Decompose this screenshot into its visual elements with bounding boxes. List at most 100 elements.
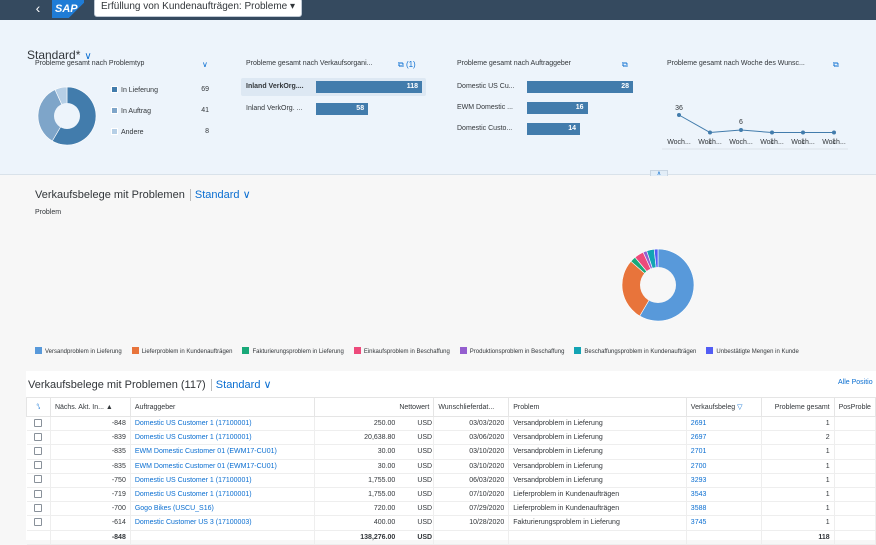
line-point[interactable] [708, 130, 712, 135]
row-checkbox[interactable] [34, 517, 43, 526]
row-select-cell [26, 515, 51, 531]
table-row[interactable]: -835 EWM Domestic Customer 01 (EWM17-CU01… [26, 459, 876, 474]
popout-icon[interactable]: ⧉ [622, 60, 628, 69]
sales-doc-link[interactable]: 3293 [686, 473, 762, 488]
popout-icon[interactable]: ⧉ [833, 60, 839, 69]
smart-filter-header: Standard* ∨ Probleme gesamt nach Problemt… [0, 20, 876, 175]
row-checkbox[interactable] [34, 489, 43, 498]
column-header-problem[interactable]: Problem [508, 397, 687, 417]
count-cell: 1 [761, 501, 835, 517]
column-header-doc[interactable]: Verkaufsbeleg ▽ [685, 397, 762, 417]
bar-label[interactable]: EWM Domestic ... [457, 104, 514, 111]
table-row[interactable]: -700 Gogo Bikes (USCU_S16) 720.00 USD 07/29/… [26, 501, 876, 517]
bar[interactable]: 28 [527, 81, 633, 93]
sales-doc-link[interactable]: 2701 [686, 444, 762, 460]
legend-item[interactable]: Lieferproblem in Kundenaufträgen [131, 347, 232, 355]
app-title-menu[interactable]: Erfüllung von Kundenaufträgen: Probleme … [94, 0, 303, 17]
bar-label[interactable]: Inland VerkOrg.... [246, 83, 304, 90]
bar-label[interactable]: Domestic Custo... [457, 125, 513, 132]
customer-link[interactable]: Domestic US Customer 1 (17100001) [130, 430, 315, 446]
table-row[interactable]: -839 Domestic US Customer 1 (17100001) 20,… [26, 430, 876, 446]
legend-item[interactable]: Beschaffungsproblem in Kundenaufträgen [574, 347, 696, 355]
back-icon[interactable]: ‹ [35, 0, 41, 16]
row-checkbox[interactable] [34, 418, 43, 427]
legend-item[interactable]: Produktionsproblem in Beschaffung [459, 347, 564, 355]
legend-item[interactable]: Einkaufsproblem in Beschaffung [353, 347, 450, 355]
total-net-cell: 138,276.00 USD [314, 529, 435, 545]
bar-label[interactable]: Domestic US Cu... [457, 83, 515, 90]
table-variant-selector[interactable]: Standard ∨ [210, 379, 272, 391]
row-checkbox[interactable] [34, 461, 43, 470]
bar-label[interactable]: Inland VerkOrg. ... [246, 105, 303, 112]
customer-link[interactable]: EWM Domestic Customer 01 (EWM17-CU01) [130, 444, 315, 460]
customer-link[interactable]: Domestic US Customer 1 (17100001) [130, 473, 315, 488]
column-header-date[interactable]: Wunschlieferdat... [433, 397, 510, 417]
net-amount: 720.00 [373, 505, 396, 513]
variant-selector[interactable]: Standard* ∨ [27, 48, 92, 62]
sales-doc-link[interactable]: 3543 [686, 487, 762, 503]
sales-doc-link[interactable]: 2697 [686, 430, 762, 446]
date-cell: 06/03/2020 [433, 473, 510, 488]
bar[interactable]: 16 [527, 102, 588, 114]
customer-link[interactable]: Domestic Customer US 3 (17100003) [130, 515, 315, 531]
empty-cell [433, 529, 510, 545]
line-point[interactable] [770, 130, 774, 135]
sales-doc-link[interactable]: 2691 [686, 416, 762, 432]
customer-link[interactable]: EWM Domestic Customer 01 (EWM17-CU01) [130, 459, 315, 474]
all-positions-link[interactable]: Alle Positio [838, 379, 873, 386]
sales-doc-link[interactable]: 3745 [686, 515, 762, 531]
x-tick-label: Woch... [698, 139, 722, 146]
column-header-posproblem[interactable]: PosProble [833, 397, 876, 417]
legend-item[interactable]: In Auftrag 41 [111, 107, 211, 115]
bar[interactable]: 118 [316, 81, 422, 93]
net-value-cell: 30.00 USD [314, 444, 435, 460]
bar[interactable]: 14 [527, 123, 580, 135]
chart-section: Verkaufsbelege mit Problemen Standard ∨ … [0, 176, 876, 371]
table-row[interactable]: -835 EWM Domestic Customer 01 (EWM17-CU01… [26, 444, 876, 460]
legend-item[interactable]: Versandproblem in Lieferung [35, 347, 122, 355]
problem-slice[interactable] [621, 260, 659, 317]
problem-donut-chart[interactable] [620, 248, 700, 324]
line-point[interactable] [677, 113, 681, 117]
posproblem-cell [834, 430, 876, 446]
column-header-net[interactable]: Nettowert [313, 397, 435, 417]
problem-cell: Versandproblem in Lieferung [508, 459, 687, 474]
row-checkbox[interactable] [34, 446, 43, 455]
table-row[interactable]: -750 Domestic US Customer 1 (17100001) 1,7… [26, 473, 876, 488]
sales-doc-link[interactable]: 3588 [686, 501, 762, 517]
total-net: 138,276.00 [360, 533, 396, 541]
column-header-count[interactable]: Probleme gesamt [760, 397, 835, 417]
filter-icon: ▽ [737, 404, 743, 411]
donut-slice[interactable] [37, 89, 68, 142]
line-point[interactable] [801, 130, 805, 135]
customer-link[interactable]: Domestic US Customer 1 (17100001) [130, 416, 315, 432]
chart-variant-selector[interactable]: Standard ∨ [189, 189, 251, 201]
table-row[interactable]: -719 Domestic US Customer 1 (17100001) 1,7… [26, 487, 876, 503]
select-all-icon[interactable]: ⭛ [26, 397, 51, 417]
net-value-cell: 30.00 USD [314, 459, 435, 474]
table-row[interactable]: -848 Domestic US Customer 1 (17100001) 250… [26, 416, 876, 432]
legend-item[interactable]: In Lieferung 69 [111, 86, 211, 94]
legend-item[interactable]: Unbestätigte Mengen in Kunde [706, 347, 799, 355]
problemtyp-donut[interactable] [36, 85, 98, 147]
row-checkbox[interactable] [34, 503, 43, 512]
bar[interactable]: 58 [316, 103, 369, 115]
line-point[interactable] [739, 128, 743, 132]
sales-doc-link[interactable]: 2700 [686, 459, 762, 474]
row-select-cell [26, 430, 51, 446]
filter-count-link[interactable]: (1) [405, 60, 416, 69]
row-checkbox[interactable] [34, 475, 43, 484]
column-header-customer[interactable]: Auftraggeber [129, 397, 315, 417]
legend-item[interactable]: Fakturierungsproblem in Lieferung [242, 347, 344, 355]
row-checkbox[interactable] [34, 432, 43, 441]
customer-link[interactable]: Domestic US Customer 1 (17100001) [130, 487, 315, 503]
customer-link[interactable]: Gogo Bikes (USCU_S16) [130, 501, 315, 517]
legend-item[interactable]: Andere 8 [111, 128, 211, 136]
chevron-down-icon[interactable]: ∨ [202, 60, 208, 69]
table-row[interactable]: -614 Domestic Customer US 3 (17100003) 400… [26, 515, 876, 531]
line-point[interactable] [832, 130, 836, 135]
legend-swatch [131, 347, 139, 354]
column-header-days[interactable]: Nächs. Akt. In... ▲ [49, 397, 131, 417]
popout-icon[interactable]: ⧉ (1) [398, 60, 416, 69]
